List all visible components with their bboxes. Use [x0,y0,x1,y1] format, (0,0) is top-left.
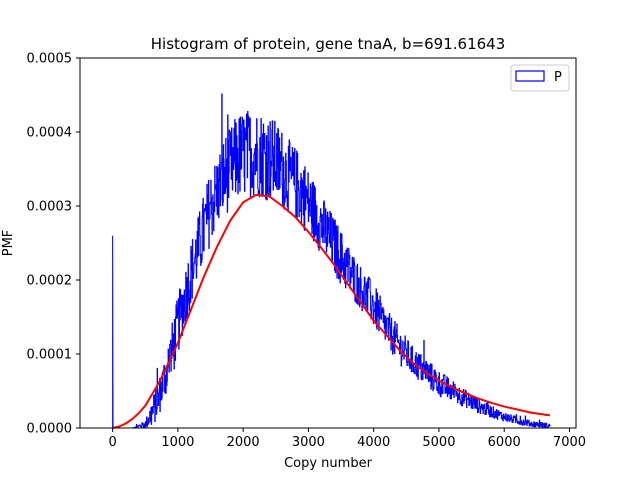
x-tick-label: 5000 [422,435,455,450]
x-tick-label: 7000 [553,435,586,450]
y-axis-ticks: 0.0000 0.0001 0.0002 0.0003 0.0004 0.0005 [27,52,80,437]
histogram-series-p [112,93,551,429]
x-axis-label: Copy number [284,456,373,471]
legend-entry-p: P [554,70,562,85]
legend-swatch-p [515,70,545,82]
x-tick-label: 0 [108,435,116,450]
legend: P [510,64,570,92]
axes-frame [79,57,577,429]
y-tick-label: 0.0000 [27,422,73,437]
y-tick-label: 0.0001 [27,348,73,363]
y-axis-label: PMF [1,230,16,257]
y-tick-label: 0.0004 [27,126,73,141]
chart-title: Histogram of protein, gene tnaA, b=691.6… [151,35,506,53]
x-tick-label: 3000 [292,435,325,450]
x-tick-label: 2000 [227,435,260,450]
fit-curve [112,193,551,429]
x-tick-label: 4000 [357,435,390,450]
y-tick-label: 0.0002 [27,274,73,289]
x-tick-label: 6000 [488,435,521,450]
y-tick-label: 0.0005 [27,52,73,67]
plot-area [112,93,551,429]
y-tick-label: 0.0003 [27,200,73,215]
x-tick-label: 1000 [161,435,194,450]
x-axis-ticks: 0 1000 2000 3000 4000 5000 6000 7000 [108,428,586,450]
